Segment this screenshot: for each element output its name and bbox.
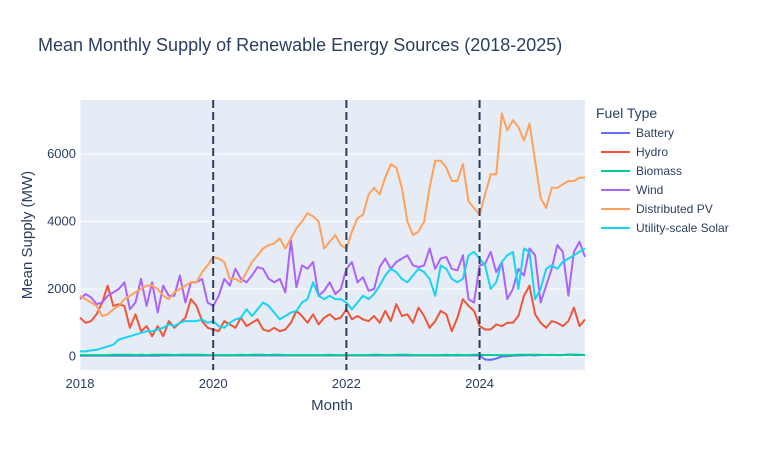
x-tick-label: 2018: [66, 376, 95, 391]
chart-title: Mean Monthly Supply of Renewable Energy …: [38, 35, 562, 55]
legend-item[interactable]: Wind: [601, 183, 663, 197]
y-tick-label: 2000: [47, 281, 76, 296]
series-line-hydro: [79, 284, 586, 338]
legend-items: Battery Hydro Biomass Wind Distributed PV Uti…: [601, 126, 729, 235]
x-tick-label: 2022: [332, 376, 361, 391]
legend: Fuel Type Battery Hydro Biomass Wind Distrib…: [596, 105, 729, 235]
legend-label: Hydro: [636, 145, 668, 159]
legend-item[interactable]: Utility-scale Solar: [601, 221, 729, 235]
series-line-biomass: [80, 353, 586, 357]
legend-title: Fuel Type: [596, 105, 657, 121]
legend-label: Biomass: [636, 164, 682, 178]
legend-label: Distributed PV: [636, 202, 713, 216]
legend-item[interactable]: Hydro: [601, 145, 668, 159]
legend-label: Battery: [636, 126, 674, 140]
y-tick-label: 0: [69, 349, 76, 364]
x-axis-title: Month: [311, 397, 353, 414]
series-line-distributed-pv: [79, 112, 585, 317]
legend-label: Utility-scale Solar: [636, 221, 729, 235]
legend-item[interactable]: Biomass: [601, 164, 682, 178]
y-tick-label: 4000: [47, 214, 76, 229]
y-tick-label: 6000: [47, 146, 76, 161]
legend-item[interactable]: Battery: [601, 126, 674, 140]
x-axis-ticks: 2018 2020 2022 2024: [66, 376, 494, 391]
series-line-utility-scale-solar: [80, 247, 586, 353]
y-axis-ticks: 0 2000 4000 6000: [47, 146, 76, 364]
x-tick-label: 2020: [199, 376, 228, 391]
x-tick-label: 2024: [465, 376, 494, 391]
legend-label: Wind: [636, 183, 663, 197]
legend-item[interactable]: Distributed PV: [601, 202, 713, 216]
y-axis-title: Mean Supply (MW): [19, 171, 36, 299]
plot-area: [79, 100, 586, 370]
